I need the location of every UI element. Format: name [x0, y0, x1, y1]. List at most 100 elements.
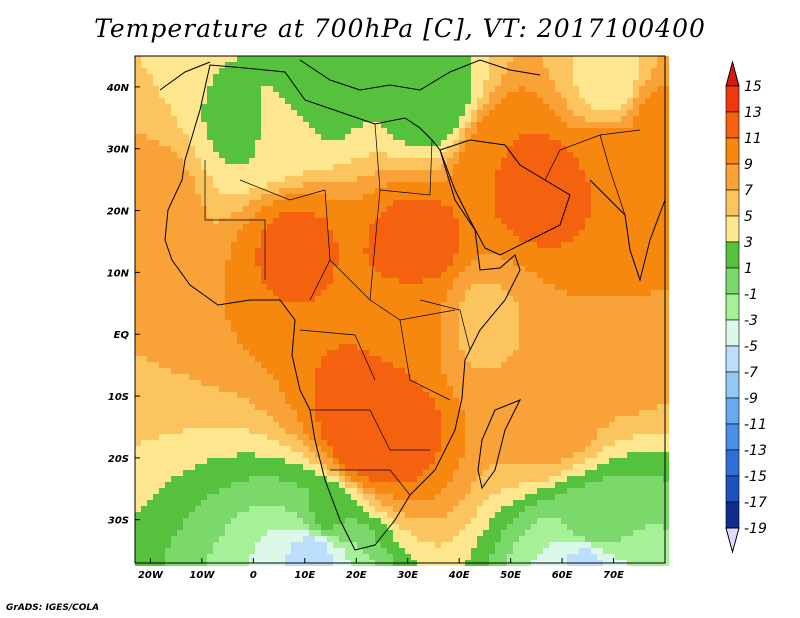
field-cell: [231, 272, 237, 278]
field-cell: [465, 332, 471, 338]
field-cell: [417, 98, 423, 104]
field-cell: [309, 140, 315, 146]
field-cell: [159, 176, 165, 182]
field-cell: [285, 380, 291, 386]
field-cell: [297, 212, 303, 218]
field-cell: [387, 374, 393, 380]
field-cell: [585, 320, 591, 326]
field-cell: [141, 110, 147, 116]
field-cell: [525, 62, 531, 68]
field-cell: [591, 128, 597, 134]
field-cell: [417, 68, 423, 74]
field-cell: [153, 182, 159, 188]
field-cell: [363, 368, 369, 374]
field-cell: [459, 266, 465, 272]
field-cell: [603, 104, 609, 110]
field-cell: [147, 56, 153, 62]
field-cell: [261, 386, 267, 392]
field-cell: [609, 146, 615, 152]
field-cell: [237, 326, 243, 332]
field-cell: [597, 68, 603, 74]
field-cell: [537, 140, 543, 146]
field-cell: [357, 140, 363, 146]
field-cell: [411, 122, 417, 128]
field-cell: [507, 272, 513, 278]
field-cell: [255, 80, 261, 86]
field-cell: [465, 356, 471, 362]
field-cell: [597, 296, 603, 302]
field-cell: [303, 350, 309, 356]
field-cell: [507, 296, 513, 302]
field-cell: [609, 338, 615, 344]
field-cell: [189, 182, 195, 188]
field-cell: [561, 164, 567, 170]
field-cell: [303, 314, 309, 320]
field-cell: [489, 80, 495, 86]
field-cell: [585, 128, 591, 134]
field-cell: [477, 80, 483, 86]
field-cell: [405, 74, 411, 80]
field-cell: [249, 254, 255, 260]
field-cell: [579, 266, 585, 272]
field-cell: [561, 134, 567, 140]
field-cell: [153, 296, 159, 302]
field-cell: [399, 176, 405, 182]
field-cell: [591, 152, 597, 158]
field-cell: [483, 236, 489, 242]
field-cell: [345, 86, 351, 92]
field-cell: [219, 284, 225, 290]
field-cell: [177, 320, 183, 326]
field-cell: [387, 176, 393, 182]
field-cell: [147, 362, 153, 368]
field-cell: [243, 260, 249, 266]
field-cell: [165, 278, 171, 284]
field-cell: [657, 212, 663, 218]
field-cell: [603, 356, 609, 362]
field-cell: [615, 80, 621, 86]
field-cell: [603, 272, 609, 278]
field-cell: [489, 200, 495, 206]
field-cell: [567, 386, 573, 392]
field-cell: [243, 248, 249, 254]
field-cell: [393, 170, 399, 176]
field-cell: [579, 284, 585, 290]
field-cell: [585, 248, 591, 254]
field-cell: [303, 200, 309, 206]
field-cell: [171, 74, 177, 80]
field-cell: [261, 134, 267, 140]
field-cell: [489, 146, 495, 152]
field-cell: [171, 392, 177, 398]
field-cell: [537, 122, 543, 128]
field-cell: [555, 116, 561, 122]
field-cell: [183, 98, 189, 104]
field-cell: [495, 164, 501, 170]
field-cell: [333, 56, 339, 62]
field-cell: [225, 296, 231, 302]
field-cell: [573, 236, 579, 242]
field-cell: [171, 170, 177, 176]
field-cell: [297, 272, 303, 278]
field-cell: [159, 158, 165, 164]
field-cell: [561, 248, 567, 254]
field-cell: [561, 56, 567, 62]
field-cell: [297, 170, 303, 176]
field-cell: [567, 80, 573, 86]
field-cell: [453, 350, 459, 356]
field-cell: [555, 200, 561, 206]
field-cell: [183, 92, 189, 98]
field-cell: [147, 308, 153, 314]
field-cell: [435, 278, 441, 284]
field-cell: [225, 92, 231, 98]
field-cell: [183, 236, 189, 242]
field-cell: [495, 80, 501, 86]
field-cell: [441, 224, 447, 230]
field-cell: [291, 248, 297, 254]
field-cell: [279, 266, 285, 272]
field-cell: [321, 284, 327, 290]
field-cell: [159, 260, 165, 266]
field-cell: [513, 302, 519, 308]
field-cell: [423, 350, 429, 356]
field-cell: [273, 152, 279, 158]
field-cell: [657, 158, 663, 164]
field-cell: [411, 236, 417, 242]
